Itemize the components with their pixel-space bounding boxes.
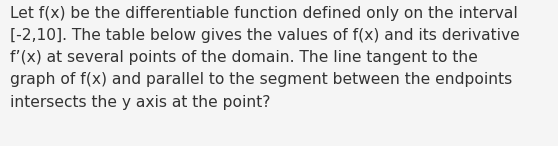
Text: Let f(x) be the differentiable function defined only on the interval
[-2,10]. Th: Let f(x) be the differentiable function …	[10, 6, 520, 110]
